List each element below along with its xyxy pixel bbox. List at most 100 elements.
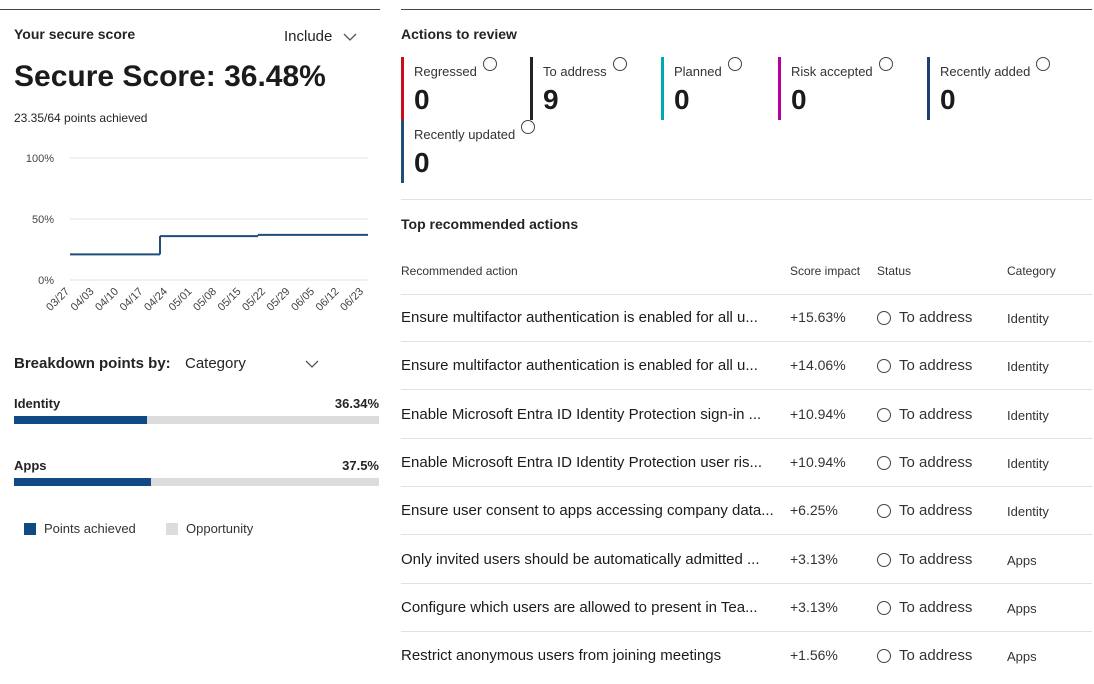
category: Apps bbox=[1007, 649, 1037, 665]
chevron bbox=[305, 360, 319, 368]
status-icon bbox=[877, 600, 891, 615]
status-text: To address bbox=[899, 453, 973, 471]
y-tick-label: 50% bbox=[32, 214, 54, 226]
info-icon[interactable] bbox=[521, 120, 535, 134]
tile-label: Risk accepted bbox=[791, 64, 873, 79]
category: Identity bbox=[1007, 359, 1049, 375]
section-title: Actions to review bbox=[401, 26, 517, 42]
status-icon bbox=[877, 649, 891, 664]
tile-count: 0 bbox=[674, 84, 690, 115]
tile-bar bbox=[401, 120, 404, 183]
status-icon bbox=[877, 359, 891, 374]
action-name[interactable]: Ensure multifactor authentication is ena… bbox=[401, 357, 758, 375]
category: Identity bbox=[1007, 407, 1049, 423]
x-tick-label: 04/10 bbox=[93, 286, 121, 314]
tile-bar bbox=[661, 57, 664, 120]
tile-bar bbox=[401, 57, 404, 120]
status-icon bbox=[877, 504, 891, 519]
x-tick-label: 06/05 bbox=[289, 286, 317, 314]
divider bbox=[401, 9, 1092, 10]
row-divider bbox=[401, 485, 1092, 487]
bar-track bbox=[14, 478, 379, 486]
score-impact: +3.13% bbox=[790, 598, 838, 615]
column-header: Category bbox=[1007, 264, 1056, 278]
x-tick-label: 05/08 bbox=[191, 286, 219, 314]
x-tick-label: 04/03 bbox=[69, 286, 97, 314]
action-name[interactable]: Restrict anonymous users from joining me… bbox=[401, 647, 722, 665]
score-impact: +10.94% bbox=[790, 405, 846, 422]
status-text: To address bbox=[899, 598, 973, 616]
legend-label: Points achieved bbox=[44, 521, 136, 536]
score-impact: +6.25% bbox=[790, 502, 838, 519]
filter-dropdown[interactable]: Include bbox=[284, 28, 333, 45]
tile-count: 0 bbox=[791, 84, 807, 115]
info-icon[interactable] bbox=[1036, 57, 1050, 71]
breakdown-label: Breakdown points by: bbox=[14, 355, 171, 372]
row-divider bbox=[401, 534, 1092, 536]
category-name: Identity bbox=[14, 396, 61, 411]
x-tick-label: 05/29 bbox=[265, 286, 293, 314]
action-name[interactable]: Ensure user consent to apps accessing co… bbox=[401, 502, 774, 520]
tile-count: 0 bbox=[940, 84, 956, 115]
row-divider bbox=[401, 582, 1092, 584]
points-achieved: 23.35/64 points achieved bbox=[14, 111, 148, 125]
panel-title: Your secure score bbox=[14, 26, 136, 42]
x-tick-label: 06/12 bbox=[314, 286, 342, 314]
info-icon[interactable] bbox=[613, 57, 627, 71]
score-chart: 0%50%100%03/2704/0304/1004/1704/2405/010… bbox=[26, 153, 368, 314]
tile-bar bbox=[778, 57, 781, 120]
status-text: To address bbox=[899, 502, 973, 520]
action-name[interactable]: Enable Microsoft Entra ID Identity Prote… bbox=[401, 405, 762, 423]
row-divider bbox=[401, 341, 1092, 342]
divider bbox=[401, 294, 1092, 295]
status-text: To address bbox=[899, 357, 973, 375]
info-icon[interactable] bbox=[879, 57, 893, 71]
score-impact: +10.94% bbox=[790, 453, 846, 470]
status-text: To address bbox=[899, 309, 973, 326]
status-text: To address bbox=[899, 550, 973, 568]
score-impact: +14.06% bbox=[790, 357, 846, 374]
score-impact: +1.56% bbox=[790, 647, 838, 664]
status-icon bbox=[877, 311, 891, 325]
row-divider bbox=[401, 630, 1092, 632]
info-icon[interactable] bbox=[728, 57, 742, 71]
score-impact: +3.13% bbox=[790, 550, 838, 567]
section-title: Top recommended actions bbox=[401, 216, 579, 232]
category-name: Apps bbox=[14, 458, 47, 473]
x-tick-label: 05/15 bbox=[216, 286, 244, 314]
x-tick-label: 05/01 bbox=[167, 286, 195, 314]
status-text: To address bbox=[899, 647, 973, 665]
tile-bar bbox=[530, 57, 533, 120]
chevron bbox=[343, 33, 357, 41]
action-name[interactable]: Only invited users should be automatical… bbox=[401, 550, 760, 568]
x-tick-label: 04/17 bbox=[118, 286, 146, 314]
y-tick-label: 0% bbox=[38, 275, 54, 287]
x-tick-label: 03/27 bbox=[44, 286, 72, 314]
category-value: 37.5% bbox=[342, 458, 379, 473]
column-header: Status bbox=[877, 264, 912, 278]
category: Apps bbox=[1007, 600, 1037, 616]
tile-count: 0 bbox=[414, 147, 430, 178]
action-name[interactable]: Ensure multifactor authentication is ena… bbox=[401, 309, 758, 326]
chevron-path bbox=[305, 360, 319, 368]
info-icon[interactable] bbox=[483, 57, 497, 71]
tile-label: To address bbox=[543, 64, 607, 79]
tile-label: Recently updated bbox=[414, 127, 516, 142]
y-tick-label: 100% bbox=[26, 153, 54, 165]
column-header: Score impact bbox=[790, 264, 861, 278]
x-tick-label: 05/22 bbox=[240, 286, 268, 314]
tile-label: Regressed bbox=[414, 64, 477, 79]
tile-count: 0 bbox=[414, 84, 430, 115]
category-value: 36.34% bbox=[334, 396, 379, 411]
action-name[interactable]: Enable Microsoft Entra ID Identity Prote… bbox=[401, 453, 762, 471]
breakdown-dropdown[interactable]: Category bbox=[185, 355, 246, 372]
status-icon bbox=[877, 552, 891, 567]
column-header: Recommended action bbox=[401, 264, 518, 278]
secure-score: Secure Score: 36.48% bbox=[14, 60, 326, 93]
action-name[interactable]: Configure which users are allowed to pre… bbox=[401, 598, 758, 616]
x-tick-label: 06/23 bbox=[338, 286, 366, 314]
legend-swatch bbox=[24, 523, 36, 535]
divider bbox=[401, 199, 1092, 200]
row-divider bbox=[401, 389, 1092, 391]
